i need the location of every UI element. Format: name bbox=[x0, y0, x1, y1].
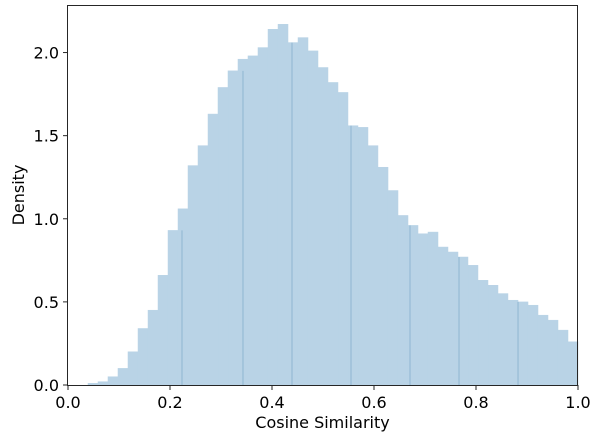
histogram-bar bbox=[387, 190, 399, 386]
histogram-bar bbox=[417, 233, 429, 386]
histogram-bar bbox=[307, 50, 319, 386]
histogram-bar bbox=[317, 67, 329, 386]
y-axis: 0.0 0.5 1.0 1.5 2.0 bbox=[34, 44, 68, 395]
histogram-bar bbox=[537, 314, 549, 386]
histogram-bar bbox=[517, 301, 529, 386]
histogram-bar bbox=[447, 251, 459, 386]
histogram-bar bbox=[227, 70, 239, 386]
histogram-bar bbox=[267, 29, 279, 386]
x-tick-label: 0.6 bbox=[361, 393, 386, 412]
histogram-bar bbox=[297, 37, 309, 386]
histogram-bar bbox=[337, 92, 349, 386]
histogram-bar bbox=[217, 87, 229, 386]
y-tick-label: 2.0 bbox=[34, 44, 59, 63]
x-tick-label: 0.2 bbox=[157, 393, 182, 412]
histogram-bar bbox=[527, 304, 539, 386]
histogram-bar bbox=[87, 383, 99, 386]
histogram-bar bbox=[497, 293, 509, 386]
histogram-bar bbox=[177, 208, 189, 386]
histogram-bar bbox=[127, 351, 139, 386]
histogram-bar bbox=[567, 341, 579, 386]
histogram-bar bbox=[207, 113, 219, 386]
histogram-bar bbox=[367, 145, 379, 386]
histogram-bar bbox=[107, 376, 119, 386]
histogram-bar bbox=[97, 381, 109, 386]
histogram-bar bbox=[197, 145, 209, 386]
histogram-bar bbox=[257, 47, 269, 386]
histogram-bar bbox=[427, 231, 439, 386]
x-axis: 0.0 0.2 0.4 0.6 0.8 1.0 bbox=[55, 385, 591, 412]
histogram-bar bbox=[357, 127, 369, 386]
histogram-bar bbox=[347, 125, 359, 386]
y-axis-label: Density bbox=[9, 165, 28, 226]
x-tick-label: 0.8 bbox=[463, 393, 488, 412]
y-tick-label: 1.5 bbox=[34, 127, 59, 146]
x-tick-label: 0.0 bbox=[55, 393, 80, 412]
histogram-bar bbox=[477, 280, 489, 386]
histogram-bar bbox=[137, 328, 149, 386]
histogram-bar bbox=[467, 265, 479, 386]
x-tick-label: 1.0 bbox=[565, 393, 590, 412]
histogram-bar bbox=[147, 309, 159, 386]
histogram-bar bbox=[287, 42, 299, 386]
y-tick-label: 0.0 bbox=[34, 376, 59, 395]
histogram-bar bbox=[547, 319, 559, 386]
x-axis-label: Cosine Similarity bbox=[255, 413, 389, 432]
histogram-bar bbox=[277, 24, 289, 386]
histogram-bar bbox=[507, 299, 519, 386]
histogram-bar bbox=[557, 329, 569, 386]
histogram-bar bbox=[167, 230, 179, 386]
histogram-bar bbox=[117, 368, 129, 386]
histogram-bar bbox=[327, 82, 339, 386]
histogram-bar bbox=[487, 285, 499, 386]
histogram-bar bbox=[437, 246, 449, 386]
x-tick-label: 0.4 bbox=[259, 393, 284, 412]
plot-frame bbox=[67, 5, 578, 386]
histogram-bar bbox=[377, 166, 389, 386]
y-tick-label: 1.0 bbox=[34, 210, 59, 229]
bars-layer bbox=[87, 24, 579, 386]
histogram-bar bbox=[247, 55, 259, 386]
histogram-bar bbox=[157, 275, 169, 386]
y-tick-label: 0.5 bbox=[34, 293, 59, 312]
histogram-bar bbox=[187, 165, 199, 386]
histogram-bar bbox=[397, 215, 409, 386]
